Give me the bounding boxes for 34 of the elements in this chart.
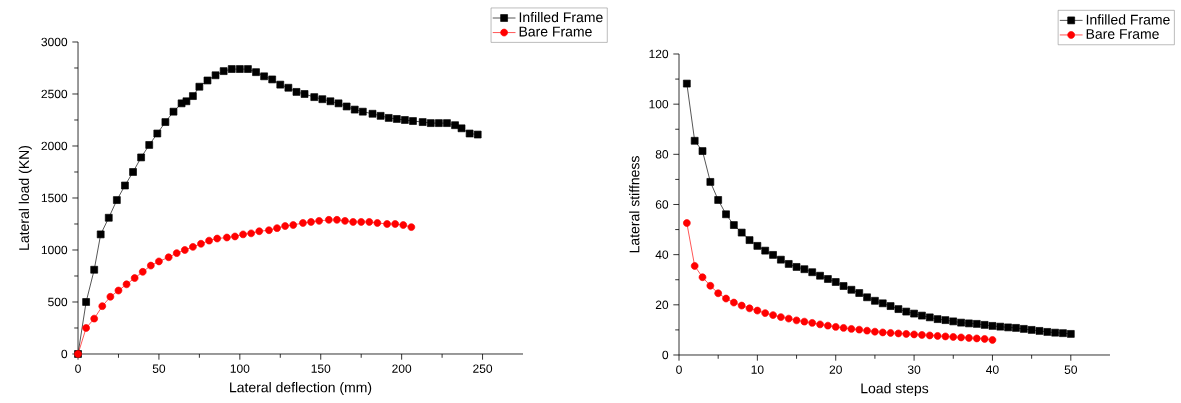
y-tick-label: 60 bbox=[655, 200, 669, 209]
y-tick-label: 40 bbox=[655, 250, 669, 259]
legend-label: Infilled Frame bbox=[519, 11, 603, 23]
y-tick-label: 0 bbox=[61, 349, 68, 359]
y-tick-label: 1000 bbox=[41, 245, 68, 255]
x-tick-label: 50 bbox=[1064, 365, 1078, 374]
y-tick-label: 20 bbox=[655, 300, 669, 310]
x-tick-label: 20 bbox=[829, 365, 842, 374]
x-tick-label: 30 bbox=[907, 365, 921, 374]
y-axis-title: Lateral load (KN) bbox=[18, 145, 32, 250]
x-tick-label: 40 bbox=[986, 365, 999, 374]
y-tick-label: 100 bbox=[649, 99, 669, 109]
x-tick-label: 200 bbox=[392, 364, 412, 373]
y-tick-label: 0 bbox=[662, 350, 669, 360]
x-tick-label: 50 bbox=[152, 364, 166, 373]
y-tick-label: 120 bbox=[649, 49, 669, 59]
x-tick-label: 150 bbox=[311, 364, 331, 373]
y-tick-label: 2500 bbox=[41, 89, 68, 99]
y-tick-label: 3000 bbox=[41, 37, 68, 47]
y-tick-label: 1500 bbox=[41, 193, 68, 203]
x-tick-label: 250 bbox=[473, 364, 493, 373]
legend-label: Infilled Frame bbox=[1086, 14, 1170, 25]
x-axis-title: Lateral deflection (mm) bbox=[230, 382, 372, 396]
x-tick-label: 0 bbox=[75, 364, 81, 373]
legend-label: Bare Frame bbox=[519, 26, 592, 37]
y-tick-label: 80 bbox=[655, 150, 669, 159]
x-tick-label: 100 bbox=[230, 364, 250, 373]
y-axis-title: Lateral stiffness bbox=[629, 156, 640, 253]
x-axis-title: Load steps bbox=[861, 383, 929, 397]
x-tick-label: 0 bbox=[676, 365, 682, 374]
legend-label: Bare Frame bbox=[1086, 29, 1159, 39]
y-tick-label: 500 bbox=[48, 297, 68, 307]
x-tick-label: 10 bbox=[751, 365, 764, 374]
y-tick-label: 2000 bbox=[41, 141, 68, 151]
